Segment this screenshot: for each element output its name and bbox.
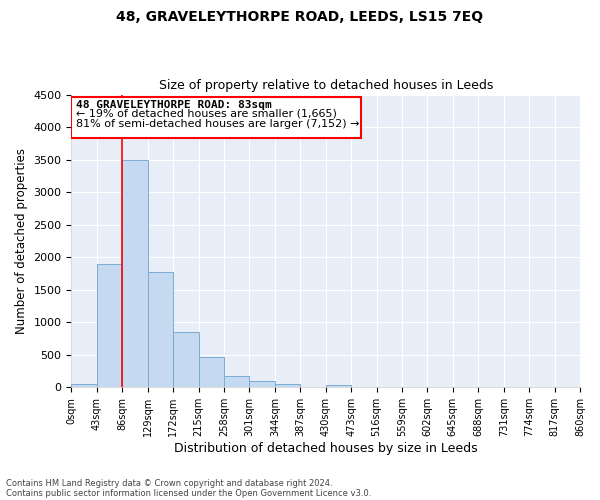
Bar — [224, 376, 250, 388]
Bar — [250, 382, 275, 388]
Bar — [97, 264, 122, 388]
Bar — [199, 358, 224, 388]
Text: Contains public sector information licensed under the Open Government Licence v3: Contains public sector information licen… — [6, 488, 371, 498]
X-axis label: Distribution of detached houses by size in Leeds: Distribution of detached houses by size … — [174, 442, 478, 455]
Title: Size of property relative to detached houses in Leeds: Size of property relative to detached ho… — [158, 79, 493, 92]
Text: 81% of semi-detached houses are larger (7,152) →: 81% of semi-detached houses are larger (… — [76, 120, 359, 130]
Bar — [122, 160, 148, 388]
Bar — [148, 272, 173, 388]
Bar — [275, 384, 300, 388]
Text: 48 GRAVELEYTHORPE ROAD: 83sqm: 48 GRAVELEYTHORPE ROAD: 83sqm — [76, 100, 272, 110]
FancyBboxPatch shape — [71, 97, 361, 138]
Y-axis label: Number of detached properties: Number of detached properties — [15, 148, 28, 334]
Bar — [71, 384, 97, 388]
Bar — [173, 332, 199, 388]
Text: ← 19% of detached houses are smaller (1,665): ← 19% of detached houses are smaller (1,… — [76, 108, 337, 118]
Bar — [326, 386, 351, 388]
Text: Contains HM Land Registry data © Crown copyright and database right 2024.: Contains HM Land Registry data © Crown c… — [6, 478, 332, 488]
Text: 48, GRAVELEYTHORPE ROAD, LEEDS, LS15 7EQ: 48, GRAVELEYTHORPE ROAD, LEEDS, LS15 7EQ — [116, 10, 484, 24]
